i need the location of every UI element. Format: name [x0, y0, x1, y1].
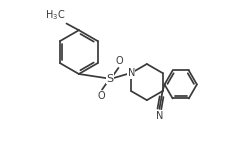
Text: H$_3$C: H$_3$C — [45, 8, 65, 22]
Text: O: O — [115, 56, 123, 66]
Text: O: O — [97, 91, 104, 101]
Text: N: N — [155, 111, 162, 121]
Text: S: S — [106, 74, 114, 84]
Text: N: N — [127, 68, 134, 78]
